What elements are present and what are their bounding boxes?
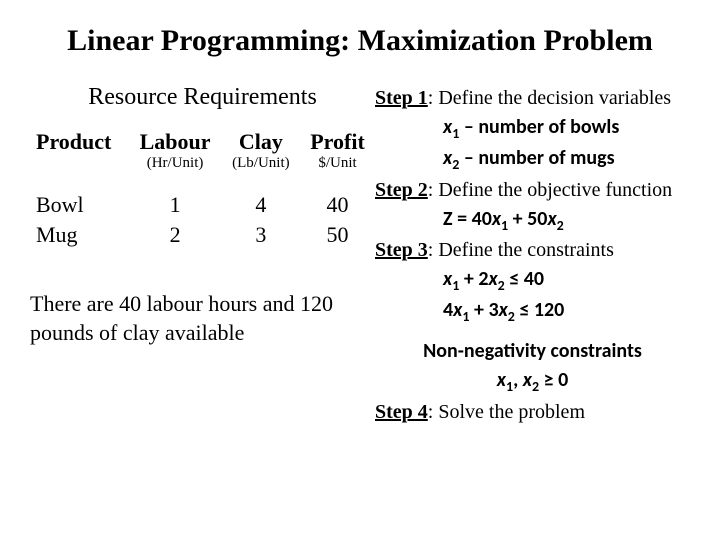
step2-line: Step 2: Define the objective function xyxy=(375,176,690,205)
c1-s2: 2 xyxy=(498,277,505,294)
constraint-1: x1 + 2x2 ≤ 40 xyxy=(375,265,690,296)
c2-pre: 4 xyxy=(443,298,453,322)
x1-desc: – number of bowls xyxy=(459,115,619,139)
table-units-row: (Hr/Unit) (Lb/Unit) $/Unit xyxy=(30,155,375,190)
nn-tail: ≥ 0 xyxy=(539,368,568,392)
c2-x1: x xyxy=(453,298,462,322)
step4-text: : Solve the problem xyxy=(428,401,585,423)
col-clay: Clay xyxy=(222,129,300,155)
unit-clay: (Lb/Unit) xyxy=(222,155,300,190)
cell-profit: 50 xyxy=(300,220,375,250)
x1-var: x xyxy=(443,115,452,139)
x2-definition: x2 – number of mugs xyxy=(375,144,690,175)
c2-tail: ≤ 120 xyxy=(515,298,564,322)
obj-pre: Z = 40 xyxy=(443,207,492,231)
nn-s1: 1 xyxy=(506,378,513,395)
c1-mid: + 2 xyxy=(459,267,488,291)
unit-product xyxy=(30,155,128,190)
content-area: Resource Requirements Product Labour Cla… xyxy=(30,84,690,427)
step4-line: Step 4: Solve the problem xyxy=(375,398,690,427)
step2-text: : Define the objective function xyxy=(428,179,672,201)
nonneg-expr: x1, x2 ≥ 0 xyxy=(375,366,690,397)
left-column: Resource Requirements Product Labour Cla… xyxy=(30,84,375,427)
table-row: Mug 2 3 50 xyxy=(30,220,375,250)
x2-var: x xyxy=(443,146,452,170)
c2-mid: + 3 xyxy=(469,298,498,322)
cell-clay: 3 xyxy=(222,220,300,250)
c2-s2: 2 xyxy=(508,308,515,325)
step1-text: : Define the decision variables xyxy=(428,87,671,109)
right-column: Step 1: Define the decision variables x1… xyxy=(375,84,690,427)
resource-subtitle: Resource Requirements xyxy=(30,84,375,111)
c1-tail: ≤ 40 xyxy=(505,267,544,291)
cell-labour: 1 xyxy=(128,190,221,220)
nn-x2: x xyxy=(523,368,532,392)
nonneg-title: Non-negativity constraints xyxy=(375,337,690,366)
step1-label: Step 1 xyxy=(375,87,428,109)
constraint-2: 4x1 + 3x2 ≤ 120 xyxy=(375,296,690,327)
nn-s2: 2 xyxy=(532,378,539,395)
col-profit: Profit xyxy=(300,129,375,155)
step4-label: Step 4 xyxy=(375,401,428,423)
cell-labour: 2 xyxy=(128,220,221,250)
step3-text: : Define the constraints xyxy=(428,239,614,261)
cell-product: Bowl xyxy=(30,190,128,220)
slide-title: Linear Programming: Maximization Problem xyxy=(30,24,690,58)
requirements-table: Product Labour Clay Profit (Hr/Unit) (Lb… xyxy=(30,129,375,250)
obj-x2: x xyxy=(547,207,556,231)
unit-profit: $/Unit xyxy=(300,155,375,190)
table-row: Bowl 1 4 40 xyxy=(30,190,375,220)
objective-function: Z = 40x1 + 50x2 xyxy=(375,205,690,236)
col-labour: Labour xyxy=(128,129,221,155)
obj-mid: + 50 xyxy=(508,207,547,231)
c1-x1: x xyxy=(443,267,452,291)
obj-s2: 2 xyxy=(557,217,564,234)
availability-note: There are 40 labour hours and 120 pounds… xyxy=(30,290,375,347)
step1-line: Step 1: Define the decision variables xyxy=(375,84,690,113)
nn-x1: x xyxy=(497,368,506,392)
table-header-row: Product Labour Clay Profit xyxy=(30,129,375,155)
col-product: Product xyxy=(30,129,128,155)
step3-line: Step 3: Define the constraints xyxy=(375,236,690,265)
obj-x1: x xyxy=(492,207,501,231)
cell-profit: 40 xyxy=(300,190,375,220)
x1-definition: x1 – number of bowls xyxy=(375,113,690,144)
x2-desc: – number of mugs xyxy=(459,146,614,170)
cell-clay: 4 xyxy=(222,190,300,220)
step3-label: Step 3 xyxy=(375,239,428,261)
c2-x2: x xyxy=(499,298,508,322)
c1-x2: x xyxy=(488,267,497,291)
unit-labour: (Hr/Unit) xyxy=(128,155,221,190)
nn-sep: , xyxy=(513,368,523,392)
step2-label: Step 2 xyxy=(375,179,428,201)
cell-product: Mug xyxy=(30,220,128,250)
